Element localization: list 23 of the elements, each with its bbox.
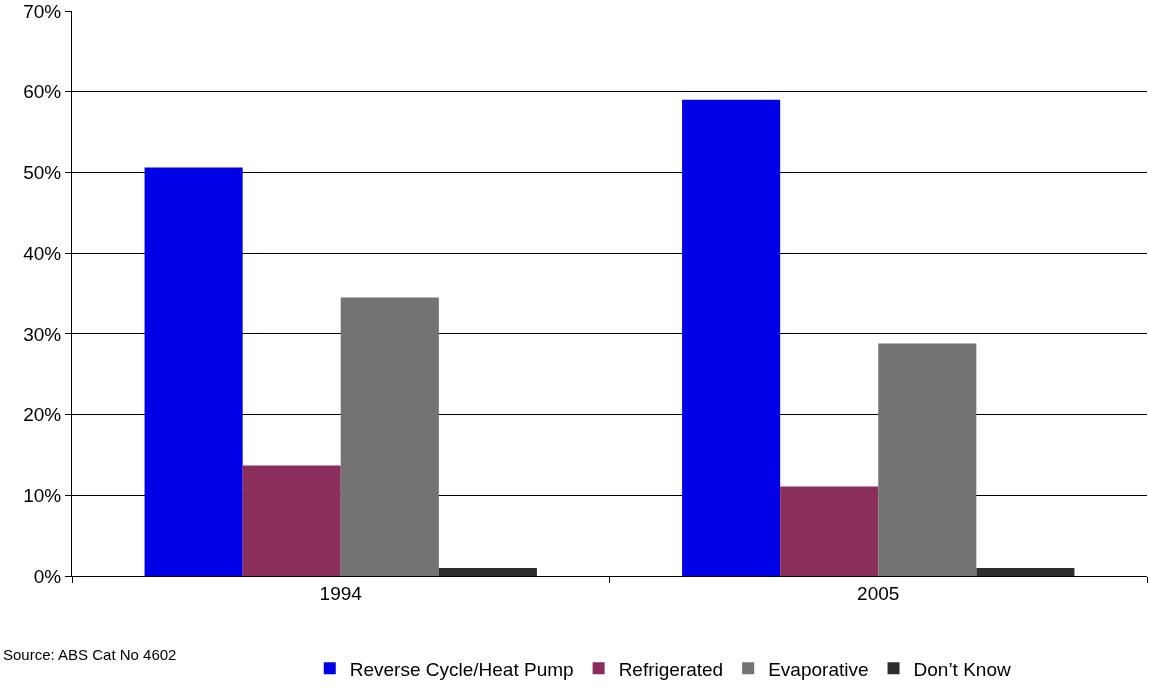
y-tick-label: 50%: [23, 162, 62, 184]
bar: [438, 567, 537, 576]
x-tick-label: 1994: [319, 582, 363, 604]
bar: [340, 297, 439, 576]
bar: [682, 99, 781, 576]
legend-label: Refrigerated: [618, 658, 724, 680]
x-tick-label: 2005: [857, 582, 900, 604]
legend-label: Don’t Know: [913, 658, 1011, 680]
y-tick-label: 30%: [23, 323, 62, 345]
y-tick-label: 10%: [23, 484, 62, 506]
y-tick-label: 70%: [23, 0, 62, 22]
bar: [878, 343, 977, 576]
bar: [144, 167, 243, 576]
y-tick-label: 0%: [33, 565, 62, 587]
legend-label: Reverse Cycle/Heat Pump: [349, 658, 574, 680]
bar: [780, 486, 879, 576]
y-tick-label: 60%: [23, 81, 62, 103]
legend-label: Evaporative: [768, 658, 869, 680]
y-tick-label: 40%: [23, 242, 62, 264]
bar: [242, 465, 341, 576]
bar: [976, 567, 1075, 576]
source-note: Source: ABS Cat No 4602: [3, 646, 177, 663]
y-tick-label: 20%: [23, 404, 62, 426]
